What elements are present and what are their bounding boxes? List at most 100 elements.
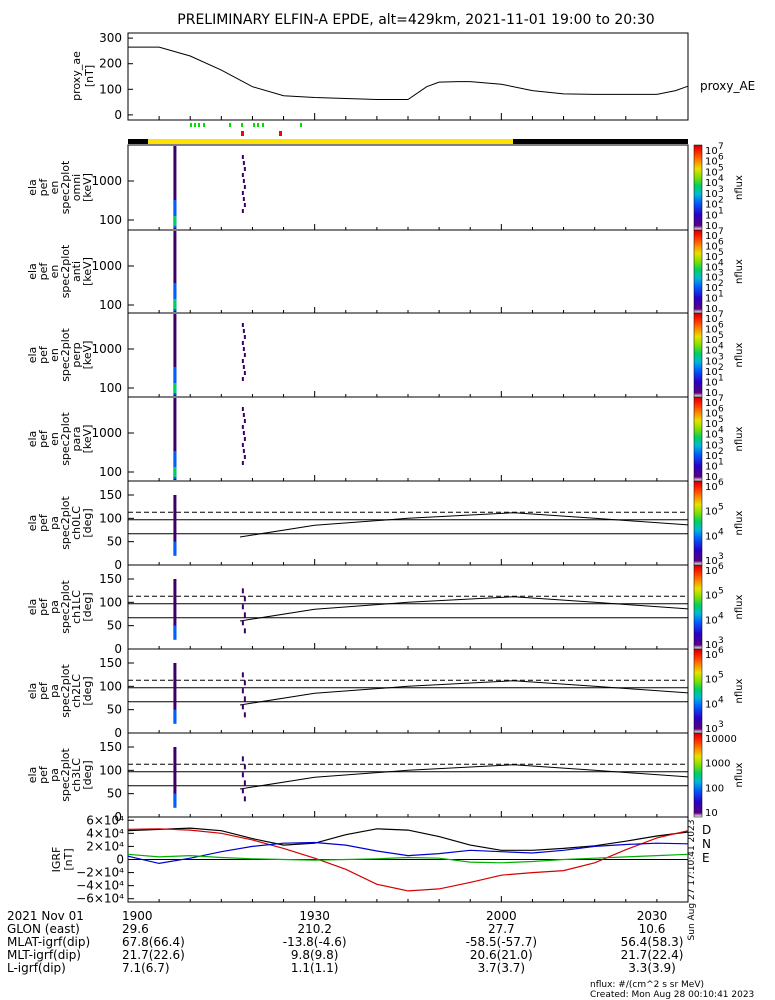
spectrogram-ylabel: pef	[37, 178, 50, 197]
spectrogram-streak	[241, 359, 244, 363]
colorbar-tick-exponent: 5	[718, 671, 724, 681]
footer-table: 2021 Nov 01 1900 1930 2000 2030 GLON (east) 29…	[7, 909, 754, 1000]
colorbar-tick-exponent: 2	[718, 363, 724, 373]
spectrogram-ylabel: ela	[26, 431, 39, 448]
spectrogram-stripe-low	[173, 451, 177, 479]
pitch-angle-streak	[241, 604, 244, 610]
colorbar-tick-label: 10	[705, 531, 718, 542]
pitch-angle-ylabel: pef	[37, 513, 50, 532]
spectrogram-streak	[242, 431, 245, 435]
colorbar	[693, 396, 703, 482]
colorbar-tick-label: 10	[705, 252, 718, 263]
pitch-angle-ylabel: [deg]	[81, 592, 94, 621]
colorbar-tick-label: 10	[705, 451, 718, 462]
footer-row-value: -58.5(-57.7)	[466, 935, 537, 949]
pitch-angle-ylabel: ela	[26, 683, 39, 700]
pitch-angle-stripe-low	[173, 625, 177, 640]
colorbar-tick-label: 10	[705, 346, 718, 357]
colorbar-tick-label: 10	[705, 472, 718, 483]
pitch-angle-ylabel: ch2LC	[70, 674, 83, 708]
spectrogram-streak	[242, 197, 245, 201]
units-note: nflux: #/(cm^2 s sr MeV)	[590, 980, 704, 990]
colorbar-tick-exponent: 1	[718, 290, 724, 300]
spectrogram-ylabel: perp	[70, 342, 83, 367]
colorbar-tick-exponent: 2	[718, 447, 724, 457]
igrf-ytick-label: −6×10⁴	[76, 892, 124, 906]
pitch-angle-stripe-low	[173, 793, 177, 808]
orbit-bar-black	[128, 139, 148, 144]
pitch-angle-streak	[243, 696, 246, 702]
spectrogram-ylabel: [keV]	[81, 257, 94, 286]
colorbar-tick-label: 10	[705, 157, 718, 168]
footer-row-value: 2030	[637, 909, 668, 923]
spectrogram-streak	[242, 329, 245, 333]
pitch-angle-ytick-label: 50	[107, 535, 122, 549]
pitch-angle-stripe	[173, 495, 177, 556]
colorbar-tick-label: 100	[705, 783, 724, 794]
pitch-angle-stripe	[173, 747, 177, 808]
pitch-angle-streak	[243, 596, 246, 602]
proxy-ae-frame	[127, 32, 689, 121]
created-stamp: Created: Mon Aug 28 00:10:41 2023	[590, 990, 754, 1000]
pitch-angle-ytick-label: 0	[114, 558, 122, 572]
spectrogram-stripe	[173, 398, 177, 480]
colorbar-tick-exponent: 4	[718, 611, 724, 621]
colorbar-tick-exponent: 5	[718, 587, 724, 597]
igrf-ylabel: IGRF	[50, 847, 63, 873]
spectrogram-ylabel: ela	[26, 179, 39, 196]
colorbar-tick-exponent: 3	[718, 636, 724, 646]
footer-row-value: 29.6	[122, 922, 149, 936]
colorbar-tick-label: 10	[705, 430, 718, 441]
colorbar-tick-label: 10	[705, 675, 718, 686]
colorbar	[693, 648, 703, 734]
footer-row-value: -13.8(-4.6)	[283, 935, 347, 949]
spectrogram-stripe-low	[173, 299, 177, 309]
footer-row-value: 7.1(6.7)	[122, 961, 170, 975]
spectrogram-ytick-label: 1000	[91, 426, 122, 440]
pitch-angle-ylabel: pa	[48, 600, 61, 614]
spectrogram-streak	[242, 449, 245, 453]
pitch-angle-ylabel: [deg]	[81, 676, 94, 705]
igrf-series-line	[127, 853, 689, 864]
pitch-angle-ytick-label: 0	[114, 726, 122, 740]
colorbar-tick-label: 10	[705, 325, 718, 336]
spectrogram-ylabel: spec2plot	[59, 160, 72, 214]
spectrogram-stripe	[173, 146, 177, 229]
pitch-angle-ylabel: spec2plot	[59, 496, 72, 550]
pitch-angle-streak	[243, 612, 246, 618]
pitch-angle-ytick-label: 50	[107, 787, 122, 801]
red-status-tick	[279, 131, 282, 136]
colorbar-tick-label: 10	[705, 566, 718, 577]
proxy-ae-line	[128, 46, 689, 100]
side-timestamp: Sun Aug 27 17:10:41 2023	[687, 820, 697, 941]
colorbar-tick-label: 10	[705, 615, 718, 626]
pitch-angle-streak	[243, 628, 246, 634]
spectrogram-ylabel: [keV]	[81, 173, 94, 202]
colorbar-tick-exponent: 6	[718, 321, 724, 331]
colorbar-tick-label: 10	[705, 241, 718, 252]
green-status-tick	[300, 123, 302, 127]
spectrogram-ylabel: ela	[26, 347, 39, 364]
orbit-bar-yellow	[148, 139, 513, 144]
igrf-ytick-label: 0	[116, 853, 124, 867]
colorbar-tick-label: 10	[705, 440, 718, 451]
footer-row-value: 21.7(22.4)	[621, 948, 684, 962]
green-status-tick	[198, 123, 200, 127]
colorbar-tick-exponent: 7	[718, 227, 724, 237]
colorbar-tick-label: 10	[705, 231, 718, 242]
spectrogram-ylabel: pef	[37, 429, 50, 448]
spectrogram-stripe	[173, 231, 177, 312]
colorbar-tick-label: 10	[705, 388, 718, 399]
colorbar-tick-exponent: 4	[718, 695, 724, 705]
colorbar-tick-exponent: 6	[718, 153, 724, 163]
pitch-angle-ytick-label: 100	[99, 763, 122, 777]
pitch-angle-ytick-label: 150	[99, 740, 122, 754]
colorbar-tick-label: 10	[705, 294, 718, 305]
pitch-angle-ylabel: [deg]	[81, 508, 94, 537]
colorbar-label: nflux	[734, 342, 745, 367]
pitch-angle-ylabel: ch3LC	[70, 758, 83, 792]
spectrogram-ytick-label: 100	[99, 381, 122, 395]
spectrogram-streak	[243, 167, 246, 171]
footer-row-value: 20.6(21.0)	[470, 948, 533, 962]
